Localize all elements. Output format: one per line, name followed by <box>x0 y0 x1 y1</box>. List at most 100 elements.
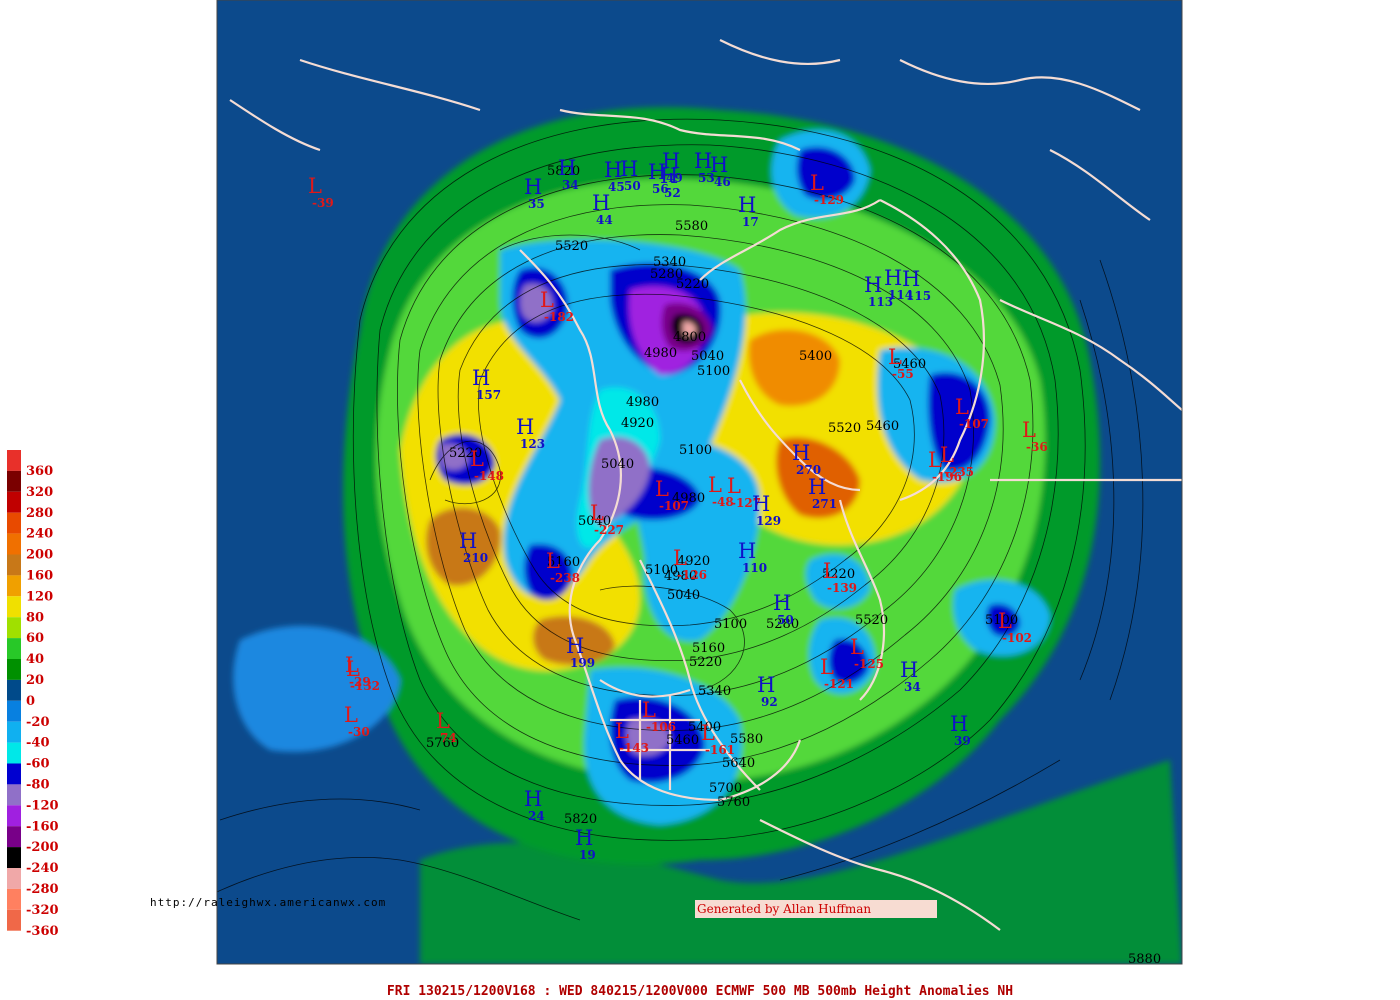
low-pressure-marker: L <box>940 443 954 467</box>
map-caption: FRI 130215/1200V168 : WED 840215/1200V00… <box>386 984 1014 999</box>
legend-label: 80 <box>26 610 44 625</box>
anomaly-value: 92 <box>761 695 778 709</box>
anomaly-value: -161 <box>705 743 735 757</box>
legend-label: 20 <box>26 673 44 688</box>
legend-label: -20 <box>26 715 50 730</box>
color-legend: 360320280240200160120806040200-20-40-60-… <box>7 450 59 939</box>
contour-label: 5640 <box>722 756 755 771</box>
contour-label: 5220 <box>689 655 722 670</box>
contour-label: 5400 <box>799 349 832 364</box>
low-pressure-marker: L <box>820 655 834 679</box>
contour-label: 5160 <box>547 555 580 570</box>
low-pressure-marker: L <box>727 474 741 498</box>
contour-label: 5520 <box>855 613 888 628</box>
anomaly-value: 35 <box>528 197 545 211</box>
low-pressure-marker: L <box>888 345 902 369</box>
legend-label: -120 <box>26 798 59 813</box>
anomaly-value: 24 <box>528 809 545 823</box>
legend-label: -360 <box>26 924 59 939</box>
low-pressure-marker: L <box>470 447 484 471</box>
contour-label: 5580 <box>730 732 763 747</box>
anomaly-value: -36 <box>1026 440 1048 454</box>
high-pressure-marker: H <box>738 193 756 217</box>
anomaly-value: -129 <box>814 193 844 207</box>
contour-label: 5460 <box>866 419 899 434</box>
anomaly-value: -227 <box>594 523 624 537</box>
legend-swatch <box>7 533 21 555</box>
low-pressure-marker: L <box>540 288 554 312</box>
anomaly-value: 123 <box>520 437 545 451</box>
low-pressure-marker: L <box>1022 418 1036 442</box>
contour-label: 5040 <box>578 514 611 529</box>
legend-label: 240 <box>26 527 53 542</box>
legend-label: 60 <box>26 631 44 646</box>
legend-label: 120 <box>26 589 53 604</box>
anomaly-value: 52 <box>664 186 681 200</box>
legend-label: 280 <box>26 506 53 521</box>
credit-label: Generated by Allan Huffman <box>695 900 937 918</box>
legend-label: 0 <box>26 694 35 709</box>
contour-label: 5040 <box>691 349 724 364</box>
anomaly-value: 49 <box>666 171 683 185</box>
low-pressure-marker: L <box>673 546 687 570</box>
anomaly-value: -106 <box>646 720 676 734</box>
high-pressure-marker: H <box>592 191 610 215</box>
high-pressure-marker: H <box>752 492 770 516</box>
legend-swatch <box>7 888 21 910</box>
legend-label: -280 <box>26 882 59 897</box>
legend-label: -40 <box>26 736 50 751</box>
anomaly-value: 270 <box>796 463 821 477</box>
contour-label: 5220 <box>822 567 855 582</box>
anomaly-value: 271 <box>812 497 837 511</box>
anomaly-value: 39 <box>954 734 971 748</box>
high-pressure-marker: H <box>738 539 756 563</box>
anomaly-value: 56 <box>652 182 669 196</box>
high-pressure-marker: H <box>472 366 490 390</box>
low-pressure-marker: L <box>810 171 824 195</box>
contour-label: 5100 <box>679 443 712 458</box>
anomaly-value: 74 <box>440 731 457 745</box>
legend-label: 200 <box>26 548 53 563</box>
legend-label: -160 <box>26 819 59 834</box>
legend-swatch <box>7 763 21 785</box>
contour-label: 5700 <box>709 781 742 796</box>
contour-label: 5880 <box>1128 952 1161 967</box>
contour-label: 4980 <box>664 569 697 584</box>
anomaly-value: -238 <box>550 571 580 585</box>
legend-swatch <box>7 847 21 868</box>
anomaly-value: -127 <box>731 496 761 510</box>
legend-label: 40 <box>26 652 44 667</box>
anomaly-value: -107 <box>659 499 689 513</box>
contour-label: 5040 <box>667 588 700 603</box>
anomaly-value: 50 <box>777 613 794 627</box>
anomaly-value: 157 <box>476 388 501 402</box>
contour-label: 5220 <box>676 277 709 292</box>
high-pressure-marker: H <box>558 156 576 180</box>
high-pressure-marker: H <box>864 273 882 297</box>
anomaly-value: 129 <box>756 514 781 528</box>
anomaly-value: 46 <box>714 175 731 189</box>
high-pressure-marker: H <box>773 591 791 615</box>
low-pressure-marker: L <box>655 477 669 501</box>
contour-label: 5580 <box>675 219 708 234</box>
legend-swatch <box>7 491 21 513</box>
legend-swatch <box>7 909 21 931</box>
contour-label: 5340 <box>698 684 731 699</box>
high-pressure-marker: H <box>648 160 666 184</box>
legend-swatch <box>7 826 21 848</box>
contour-label: 4800 <box>673 330 706 345</box>
contour-label: 5280 <box>766 617 799 632</box>
contour-label: 5100 <box>697 364 730 379</box>
legend-swatch <box>7 721 21 743</box>
legend-swatch <box>7 868 21 889</box>
low-pressure-marker: L <box>346 657 360 681</box>
legend-swatch <box>7 700 21 722</box>
anomaly-value: 115 <box>906 289 931 303</box>
high-pressure-marker: H <box>620 157 638 181</box>
legend-label: -200 <box>26 840 59 855</box>
legend-label: 320 <box>26 485 53 500</box>
anomaly-value: 199 <box>570 656 595 670</box>
low-pressure-marker: L <box>823 559 837 583</box>
contour-label: 5760 <box>717 795 750 810</box>
